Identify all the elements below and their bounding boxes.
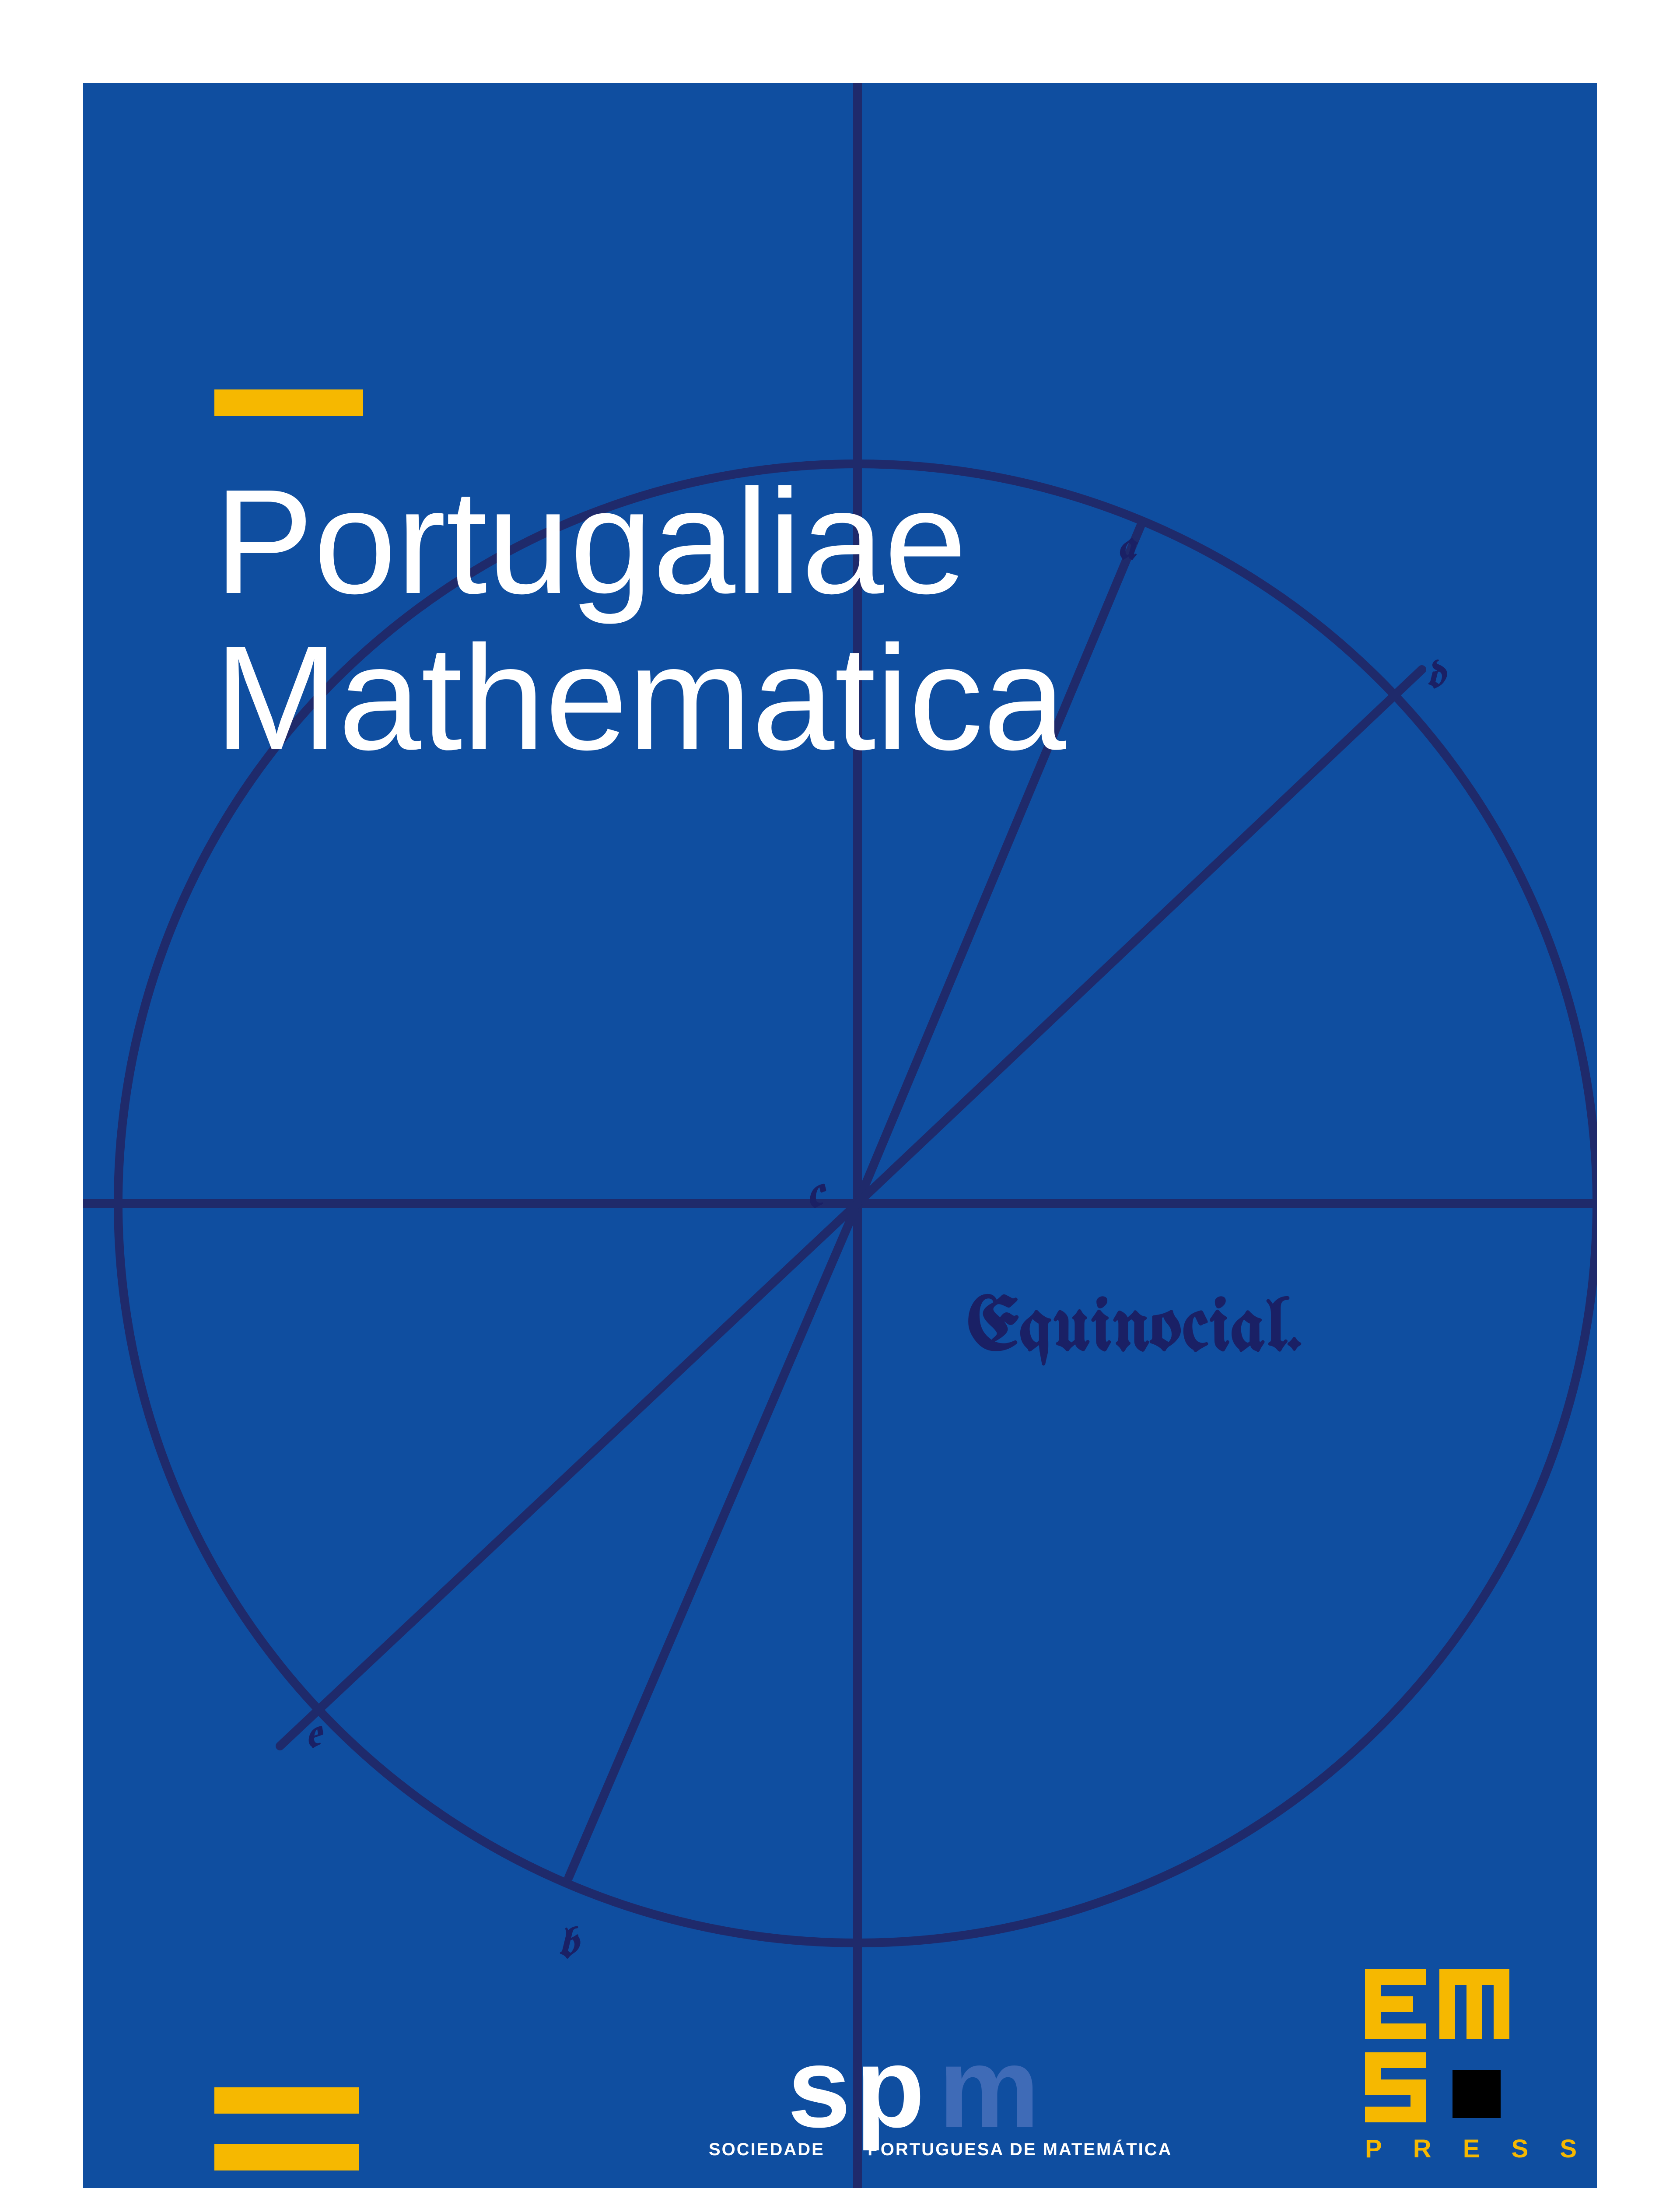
spm-logo: spm SOCIEDADE PORTUGUESA DE MATEMÁTICA: [709, 2039, 1172, 2160]
accent-bar: [214, 389, 363, 416]
diagram-label-e: e: [306, 1715, 321, 1757]
svg-text:p: p: [855, 2039, 925, 2152]
equinocial-label: Equinocial.: [967, 1291, 1303, 1368]
svg-text:m: m: [938, 2039, 1040, 2151]
ems-glyph: [1365, 1969, 1540, 2127]
title-line-2: Mathematica: [214, 620, 1066, 776]
spm-tagline: SOCIEDADE PORTUGUESA DE MATEMÁTICA: [709, 2140, 1172, 2160]
blue-panel: a d c e b Equinocial. Portugaliae Mathem…: [83, 83, 1597, 2188]
journal-title: Portugaliae Mathematica: [214, 464, 1066, 776]
ems-press-logo: P R E S S: [1365, 1969, 1589, 2163]
cover-page: a d c e b Equinocial. Portugaliae Mathem…: [0, 0, 1680, 2188]
title-line-1: Portugaliae: [214, 464, 1066, 620]
equals-icon: [214, 2087, 359, 2170]
equals-bar-bottom: [214, 2144, 359, 2170]
spm-tagline-right: PORTUGUESA DE MATEMÁTICA: [868, 2140, 1172, 2159]
diagram-label-b: b: [558, 1923, 577, 1968]
diagram-label-d: d: [1426, 656, 1444, 698]
diagram-label-a: a: [1118, 527, 1136, 568]
spm-tagline-left: SOCIEDADE: [709, 2140, 825, 2159]
diagram-label-c: c: [807, 1173, 822, 1218]
svg-text:s: s: [788, 2039, 851, 2151]
equals-bar-top: [214, 2087, 359, 2114]
ems-press-text: P R E S S: [1365, 2134, 1589, 2163]
